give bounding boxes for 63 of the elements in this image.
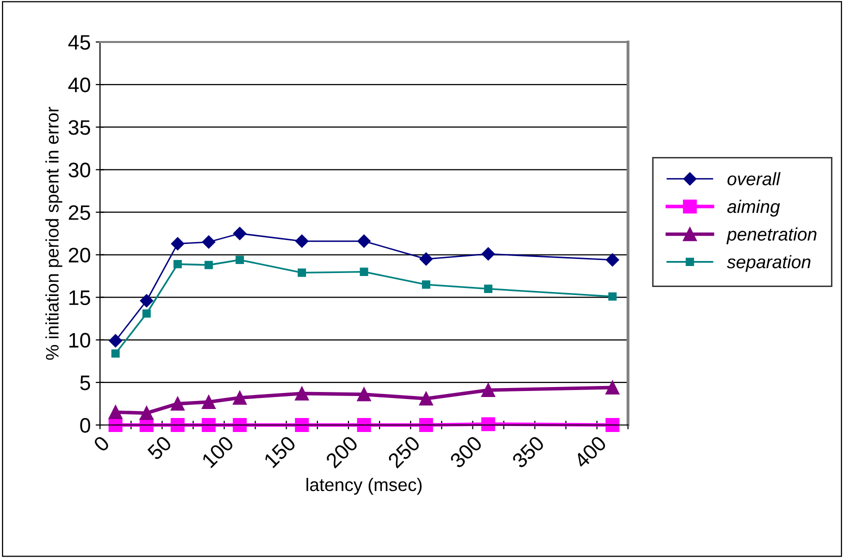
y-axis-title: % initiation period spent in error — [45, 106, 62, 360]
y-tick-label: 20 — [68, 248, 90, 263]
point — [420, 252, 433, 266]
point — [202, 418, 216, 432]
point — [606, 380, 620, 394]
y-tick-label: 15 — [69, 290, 90, 306]
point — [484, 284, 492, 293]
point — [142, 309, 151, 318]
x-tick-label: 250 — [387, 434, 421, 469]
point — [294, 418, 309, 432]
legend-label: separation — [726, 255, 810, 272]
y-tick-label: 40 — [68, 78, 90, 92]
point — [233, 226, 246, 240]
point — [294, 386, 309, 400]
x-tick-label: 400 — [573, 434, 608, 470]
y-tick-label: 25 — [68, 205, 90, 220]
point — [481, 383, 496, 398]
point — [357, 234, 371, 248]
point — [170, 396, 185, 411]
x-tick-label: 0 — [92, 434, 110, 452]
point — [171, 237, 184, 250]
point — [481, 417, 496, 432]
point — [608, 292, 617, 301]
y-tick-label: 35 — [68, 120, 90, 135]
point — [419, 418, 434, 432]
point — [422, 280, 430, 289]
x-axis-title: latency (msec) — [306, 478, 422, 495]
point — [357, 387, 371, 402]
point — [298, 268, 306, 277]
point — [108, 334, 122, 348]
legend-label: aiming — [727, 200, 780, 217]
point — [482, 247, 495, 261]
legend-label: penetration — [726, 227, 816, 244]
point — [202, 235, 216, 249]
point — [606, 253, 620, 266]
point — [173, 260, 182, 268]
point — [419, 392, 434, 406]
point — [204, 260, 213, 270]
y-tick-label: 30 — [68, 162, 90, 178]
point — [232, 390, 247, 405]
y-tick-label: 5 — [80, 376, 90, 390]
x-tick-label: 150 — [263, 434, 297, 468]
x-tick-label: 350 — [511, 434, 546, 469]
point — [606, 418, 620, 432]
point — [111, 349, 120, 358]
point — [357, 418, 371, 432]
point — [295, 234, 308, 248]
point — [202, 395, 216, 409]
y-tick-label: 10 — [69, 332, 90, 348]
x-tick-label: 300 — [449, 434, 483, 469]
point — [170, 418, 185, 432]
point — [232, 418, 247, 432]
point — [140, 406, 154, 420]
point — [108, 405, 122, 420]
point — [140, 294, 154, 308]
point — [236, 256, 244, 264]
y-tick-label: 45 — [68, 35, 90, 50]
point — [360, 268, 368, 276]
legend-label: overall — [727, 172, 780, 186]
x-tick-label: 50 — [146, 434, 172, 461]
x-tick-label: 200 — [325, 434, 359, 469]
x-tick-label: 100 — [201, 434, 234, 468]
y-tick-label: 0 — [80, 418, 90, 433]
